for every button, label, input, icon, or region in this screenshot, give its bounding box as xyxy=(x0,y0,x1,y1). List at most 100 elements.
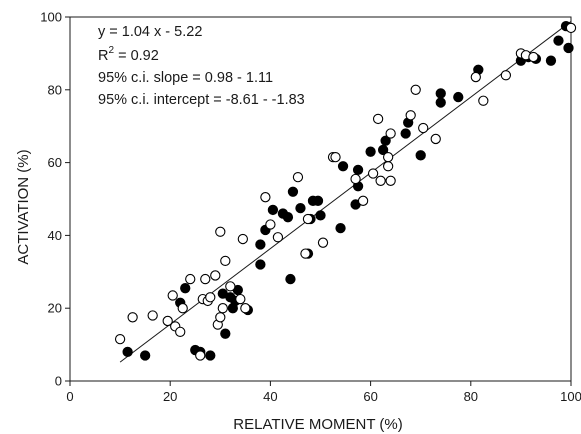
data-point-open xyxy=(147,310,158,321)
data-point-filled xyxy=(139,350,151,361)
data-point-open xyxy=(162,315,173,327)
slope-ci-text: 95% c.i. slope = 0.98 - 1.11 xyxy=(98,70,273,86)
data-point-filled xyxy=(315,210,326,221)
data-point-open xyxy=(382,161,394,172)
data-point-open xyxy=(478,95,489,106)
y-tick-label: 40 xyxy=(48,228,62,243)
data-point-open xyxy=(405,110,416,121)
data-point-open xyxy=(330,151,341,163)
data-point-filled xyxy=(335,222,346,234)
data-point-open xyxy=(114,333,126,345)
data-point-open xyxy=(470,71,481,83)
regression-equation: y = 1.04 x - 5.22 xyxy=(98,24,202,40)
y-tick-label: 20 xyxy=(48,301,62,316)
y-tick-label: 60 xyxy=(48,155,62,170)
regression-line xyxy=(119,21,572,363)
data-point-open xyxy=(385,175,396,186)
data-point-open xyxy=(195,350,206,361)
data-point-open xyxy=(385,128,396,139)
data-point-open xyxy=(185,273,196,285)
x-tick-label: 20 xyxy=(163,389,177,404)
data-point-open xyxy=(237,233,248,245)
r-squared-exponent: 2 xyxy=(108,45,114,56)
data-point-open xyxy=(175,326,186,338)
data-point-filled xyxy=(285,273,296,285)
data-point-open xyxy=(210,270,221,281)
x-tick-label: 100 xyxy=(560,389,581,404)
data-point-open xyxy=(410,84,421,95)
data-point-filled xyxy=(312,195,324,206)
data-point-filled xyxy=(435,97,446,108)
data-point-open xyxy=(200,273,211,285)
y-tick-label: 100 xyxy=(40,10,62,25)
data-point-open xyxy=(235,293,246,305)
data-point-filled xyxy=(267,204,279,216)
data-point-open xyxy=(127,312,138,323)
data-point-filled xyxy=(255,239,266,250)
x-axis-ticks: 0 20 40 60 80 100 xyxy=(66,381,581,404)
x-tick-label: 40 xyxy=(263,389,277,404)
data-point-open xyxy=(225,281,236,292)
data-point-filled xyxy=(122,346,133,358)
data-point-open xyxy=(382,151,394,163)
data-point-filled xyxy=(377,144,389,156)
data-point-filled xyxy=(205,350,216,361)
data-point-open xyxy=(292,172,304,183)
data-point-open xyxy=(272,232,284,243)
data-point-open xyxy=(430,133,441,145)
data-point-filled xyxy=(255,259,266,270)
intercept-ci-text: 95% c.i. intercept = -8.61 - -1.83 xyxy=(98,92,305,108)
x-tick-label: 0 xyxy=(66,389,73,404)
x-tick-label: 80 xyxy=(464,389,478,404)
data-point-open xyxy=(357,195,369,206)
data-point-open xyxy=(367,168,379,179)
regression-line-group xyxy=(119,21,572,363)
data-point-open xyxy=(265,219,276,230)
data-point-open xyxy=(528,51,539,63)
data-point-filled xyxy=(220,328,231,339)
x-axis-title: RELATIVE MOMENT (%) xyxy=(233,416,402,433)
data-point-open xyxy=(240,303,251,314)
data-point-filled xyxy=(180,283,191,294)
data-point-open xyxy=(217,303,228,314)
data-point-open xyxy=(215,226,226,237)
data-point-filled xyxy=(563,42,574,54)
data-point-open xyxy=(350,173,361,185)
data-point-filled xyxy=(400,128,411,139)
data-point-filled xyxy=(553,35,564,46)
data-point-open xyxy=(300,248,311,259)
data-point-filled xyxy=(453,91,464,103)
data-point-open xyxy=(260,192,271,203)
data-point-filled xyxy=(545,55,557,66)
data-point-filled xyxy=(415,150,426,161)
data-point-open xyxy=(167,290,178,301)
data-points xyxy=(114,20,577,361)
data-point-filled xyxy=(352,164,364,176)
r-squared-label: R2 = 0.92 xyxy=(98,45,159,64)
data-point-open xyxy=(220,255,231,267)
annotation-block: y = 1.04 x - 5.22 R2 = 0.92 95% c.i. slo… xyxy=(98,24,305,108)
plot-frame xyxy=(69,16,572,382)
y-axis-ticks: 0 20 40 60 80 100 xyxy=(40,10,70,389)
x-tick-label: 60 xyxy=(363,389,377,404)
data-point-open xyxy=(317,237,329,248)
y-tick-label: 0 xyxy=(55,374,62,389)
y-axis-title: ACTIVATION (%) xyxy=(15,149,32,264)
data-point-filled xyxy=(435,88,446,99)
data-point-filled xyxy=(365,146,376,157)
data-point-open xyxy=(500,70,512,81)
data-point-filled xyxy=(295,202,306,214)
data-point-filled xyxy=(282,212,294,223)
data-point-open xyxy=(177,303,188,314)
data-point-open xyxy=(565,22,577,34)
data-point-open xyxy=(205,292,216,303)
data-point-filled xyxy=(337,161,349,172)
y-tick-label: 80 xyxy=(48,82,62,97)
data-point-open xyxy=(418,122,429,134)
r-squared-base: R xyxy=(98,48,108,64)
data-point-open xyxy=(372,113,384,125)
data-point-filled xyxy=(380,135,391,146)
plot-border xyxy=(69,16,572,382)
data-point-open xyxy=(375,175,386,186)
